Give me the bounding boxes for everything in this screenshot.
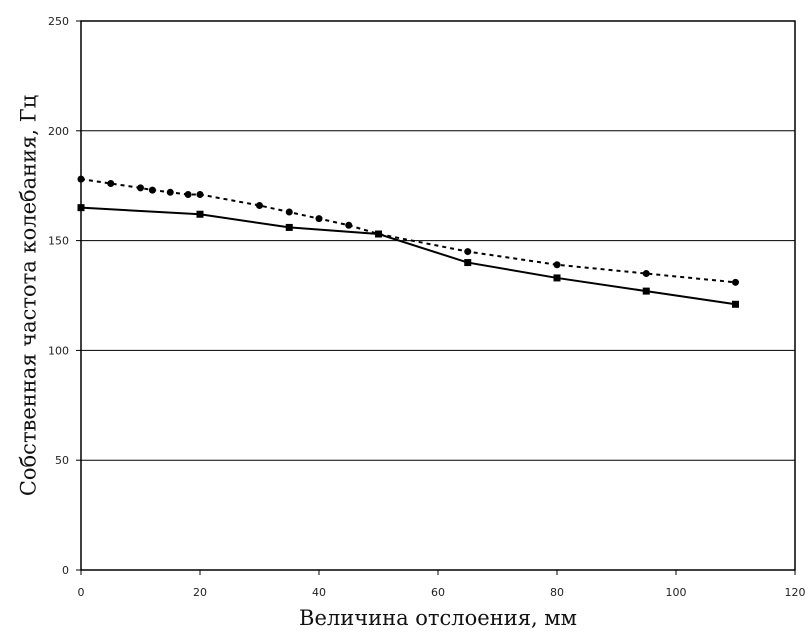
series-2-point [732,300,739,308]
series-1 [77,175,739,286]
series-1-point [148,186,156,194]
x-tick-label-20: 20 [193,586,207,599]
x-tick-label-80: 80 [550,586,564,599]
y-tick-label-0: 0 [62,564,69,577]
y-tick-label-50: 50 [55,454,69,467]
series-2-point [642,287,650,295]
series-2-line [80,206,736,306]
x-tick-label-0: 0 [78,586,85,599]
x-tick-label-40: 40 [312,586,326,599]
x-axis-title: Величина отслоения, мм [299,606,577,630]
series-1-point [137,184,144,192]
series-2 [77,204,739,308]
x-tick-label-120: 120 [785,586,806,599]
y-axis-title: Собственная частота колебания, Гц [17,95,41,496]
x-tick-label-60: 60 [431,586,445,599]
series-1-point [315,215,323,223]
series-1-point [553,261,561,269]
y-tick-label-100: 100 [48,344,69,357]
series-2-point [375,230,382,238]
x-axis-ticks: 0 20 40 60 80 100 120 [78,570,806,599]
series-1-point [166,188,174,196]
series-1-line [80,178,736,284]
y-tick-label-150: 150 [48,235,69,248]
series-2-point [285,223,293,231]
series-1-point [196,190,204,198]
y-tick-label-200: 200 [48,125,69,138]
plot-area-frame [80,20,796,571]
series-1-point [77,175,85,183]
x-tick-label-100: 100 [666,586,687,599]
series-1-point [256,201,263,209]
data-series [77,175,739,308]
series-1-point [184,190,192,198]
series-2-point [77,204,85,212]
series-1-point [285,208,293,216]
series-1-point [345,221,353,229]
series-1-point [732,278,739,286]
series-1-point [642,270,650,278]
series-2-point [196,210,204,218]
series-2-point [553,274,561,282]
series-2-point [464,259,472,267]
series-1-point [464,248,472,256]
series-1-point [107,180,115,188]
gridlines [81,130,795,461]
y-axis-ticks: 0 50 100 150 200 250 [48,15,81,577]
y-tick-label-250: 250 [48,15,69,28]
